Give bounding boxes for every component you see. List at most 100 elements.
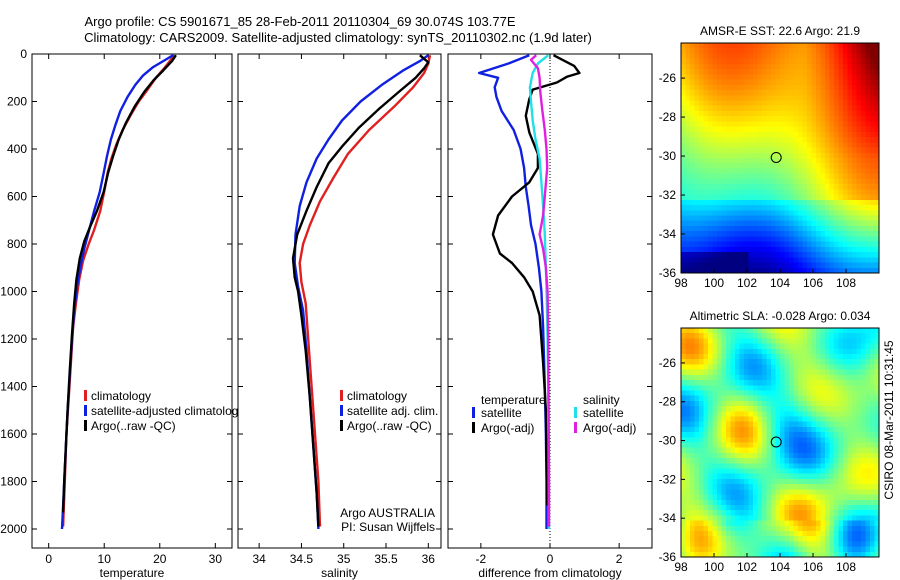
heatmap-cell: [699, 484, 704, 490]
heatmap-cell: [739, 530, 745, 537]
heatmap-cell: [847, 173, 853, 180]
heatmap-cell: [798, 546, 803, 553]
heatmap-cell: [865, 385, 871, 391]
heatmap-cell: [685, 137, 691, 143]
heatmap-cell: [762, 257, 767, 263]
heatmap-cell: [699, 74, 704, 80]
y-tick-label: 200: [7, 95, 27, 109]
heatmap-cell: [730, 246, 736, 253]
heatmap-cell: [712, 473, 718, 480]
heatmap-cell: [699, 437, 704, 443]
heatmap-cell: [685, 328, 691, 334]
heatmap-cell: [748, 504, 754, 511]
heatmap-cell: [865, 530, 871, 537]
heatmap-cell: [766, 530, 772, 537]
heatmap-cell: [793, 246, 799, 253]
heatmap-cell: [681, 416, 686, 422]
heatmap-cell: [843, 525, 848, 532]
heatmap-cell: [802, 53, 808, 59]
heatmap-cell: [730, 194, 736, 201]
heatmap-cell: [699, 220, 704, 227]
heatmap-cell: [712, 551, 718, 558]
heatmap-cell: [726, 364, 731, 370]
heatmap-cell: [694, 494, 700, 501]
heatmap-cell: [807, 406, 812, 412]
heatmap-cell: [798, 338, 803, 344]
heatmap-cell: [708, 504, 713, 511]
heatmap-cell: [681, 421, 686, 428]
heatmap-cell: [721, 432, 727, 438]
heatmap-cell: [825, 380, 830, 386]
heatmap-cell: [753, 53, 758, 59]
heatmap-cell: [780, 484, 785, 490]
heatmap-cell: [748, 536, 754, 542]
heatmap-cell: [780, 126, 785, 133]
heatmap-cell: [825, 168, 830, 174]
heatmap-cell: [843, 267, 848, 274]
heatmap-cell: [852, 90, 857, 96]
heatmap-cell: [717, 400, 722, 407]
heatmap-cell: [870, 95, 875, 101]
heatmap-cell: [681, 348, 686, 355]
heatmap-cell: [694, 252, 700, 258]
heatmap-cell: [874, 116, 880, 122]
heatmap-cell: [735, 53, 740, 59]
heatmap-cell: [717, 333, 722, 339]
heatmap-cell: [856, 390, 862, 396]
heatmap-cell: [798, 551, 803, 558]
heatmap-cell: [703, 354, 709, 360]
heatmap-cell: [820, 510, 826, 516]
heatmap-cell: [874, 369, 880, 376]
x-tick-label: -2: [476, 552, 487, 566]
heatmap-cell: [771, 63, 776, 70]
heatmap-cell: [757, 84, 763, 91]
heatmap-cell: [798, 359, 803, 365]
heatmap-cell: [762, 79, 767, 86]
heatmap-cell: [690, 262, 695, 269]
heatmap-cell: [838, 236, 844, 242]
heatmap-cell: [793, 504, 799, 511]
heatmap-cell: [753, 380, 758, 386]
heatmap-cell: [834, 105, 839, 112]
heatmap-cell: [681, 142, 686, 148]
heatmap-cell: [735, 494, 740, 501]
heatmap-cell: [874, 48, 880, 54]
heatmap-cell: [780, 163, 785, 169]
heatmap-cell: [784, 328, 790, 334]
heatmap-cell: [798, 369, 803, 376]
heatmap-cell: [771, 252, 776, 258]
heatmap-cell: [694, 400, 700, 407]
x-tick-label: 35: [337, 552, 351, 566]
heatmap-cell: [861, 110, 866, 117]
heatmap-cell: [712, 131, 718, 138]
heatmap-cell: [739, 210, 745, 216]
heatmap-cell: [739, 504, 745, 511]
heatmap-cell: [730, 478, 736, 485]
heatmap-cell: [739, 338, 745, 344]
heatmap-cell: [811, 220, 817, 227]
heatmap-cell: [735, 236, 740, 242]
heatmap-cell: [847, 494, 853, 501]
heatmap-cell: [766, 194, 772, 201]
heatmap-cell: [784, 489, 790, 495]
heatmap-cell: [753, 58, 758, 65]
heatmap-cell: [685, 380, 691, 386]
heatmap-cell: [726, 267, 731, 274]
heatmap-cell: [838, 58, 844, 65]
heatmap-cell: [852, 105, 857, 112]
heatmap-cell: [825, 328, 830, 334]
heatmap-cell: [825, 463, 830, 469]
heatmap-cell: [730, 95, 736, 101]
heatmap-cell: [789, 406, 794, 412]
heatmap-cell: [847, 184, 853, 190]
heatmap-cell: [685, 364, 691, 370]
heatmap-cell: [681, 225, 686, 232]
heatmap-cell: [748, 489, 754, 495]
heatmap-cell: [874, 147, 880, 154]
heatmap-cell: [852, 137, 857, 143]
heatmap-cell: [739, 53, 745, 59]
heatmap-cell: [739, 458, 745, 464]
heatmap-cell: [708, 400, 713, 407]
heatmap-cell: [775, 90, 781, 96]
heatmap-cell: [735, 147, 740, 154]
